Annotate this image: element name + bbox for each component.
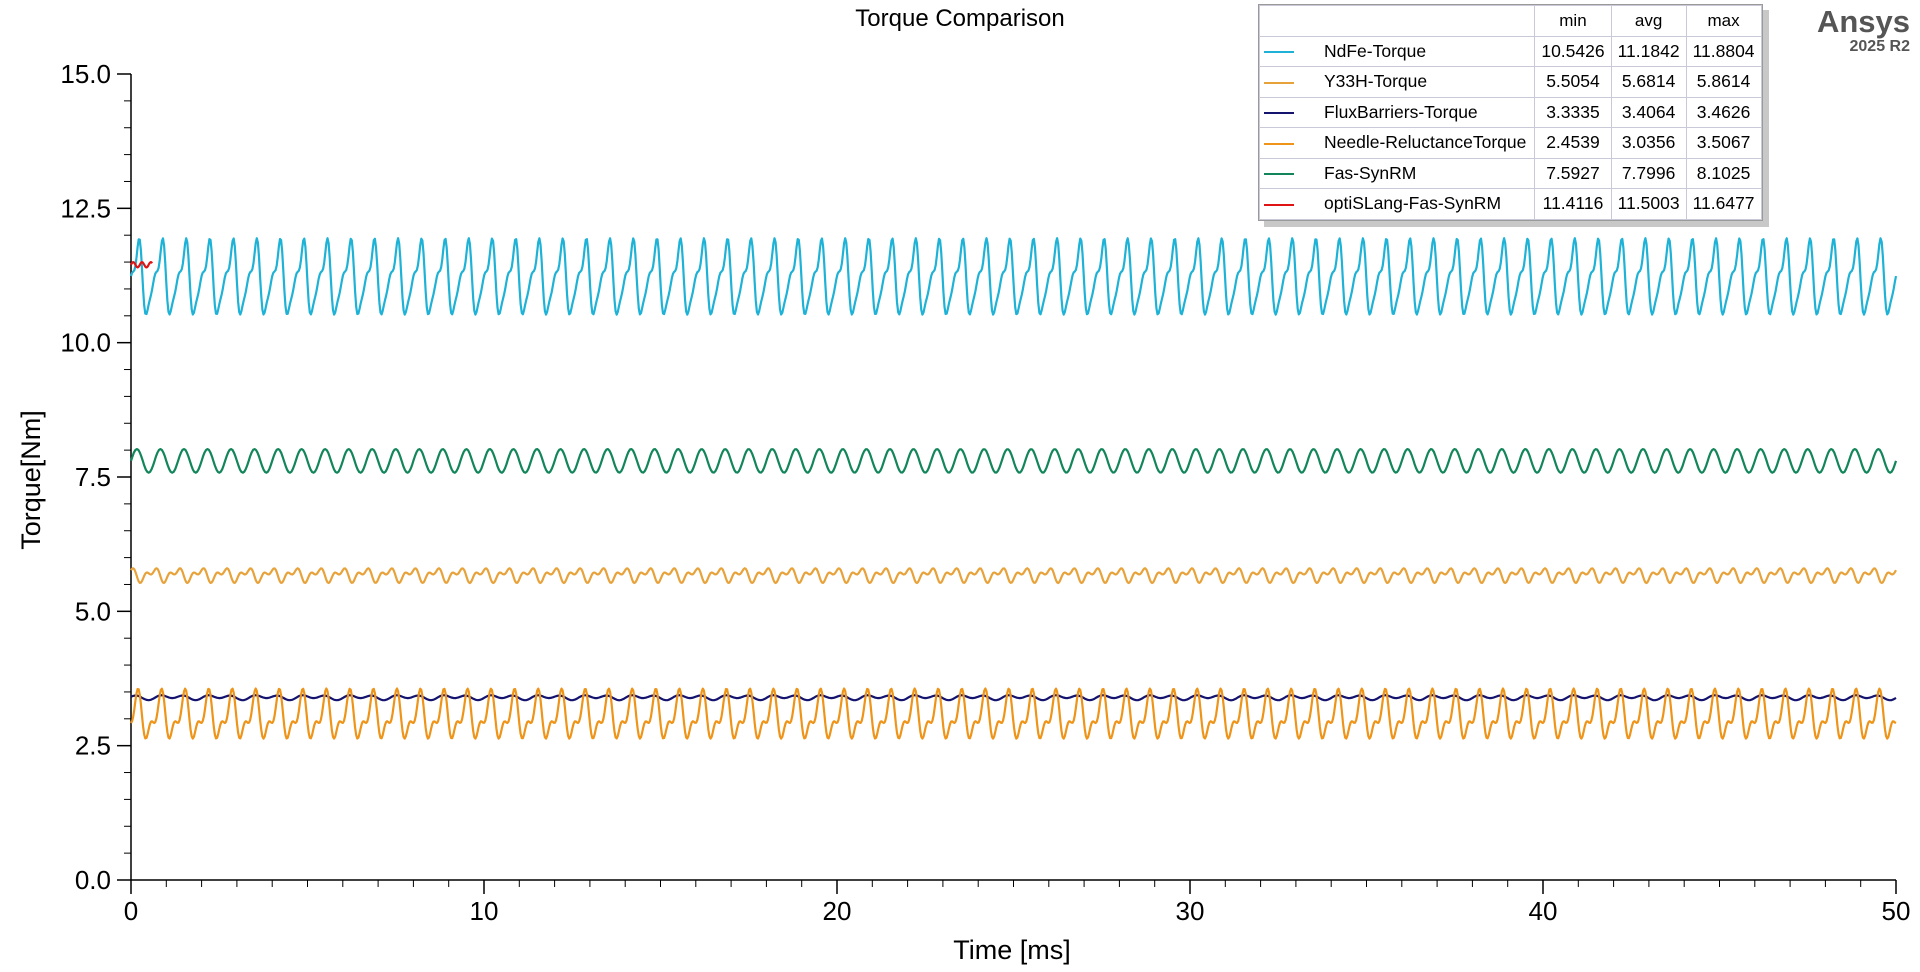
legend-header-min: min	[1534, 5, 1612, 37]
y-tick-label: 15.0	[60, 59, 111, 89]
legend-swatch-cell	[1259, 66, 1322, 98]
legend-row: NdFe-Torque 10.5426 11.1842 11.8804	[1259, 35, 1762, 67]
legend-body: NdFe-Torque 10.5426 11.1842 11.8804 Y33H-Tor…	[1259, 35, 1762, 220]
axes: 0.0 2.5 5.0 7.5 10.0 12.5 15.0 0 10 20 30 40 50	[60, 59, 1910, 926]
legend-row: Y33H-Torque 5.5054 5.6814 5.8614	[1259, 66, 1762, 98]
x-tick-label: 10	[470, 896, 499, 926]
legend-avg: 7.7996	[1610, 157, 1687, 189]
chart-legend: min avg max NdFe-Torque 10.5426 11.1842 11.…	[1258, 4, 1763, 221]
legend-row: Fas-SynRM 7.5927 7.7996 8.1025	[1259, 157, 1762, 189]
legend-min: 2.4539	[1534, 127, 1612, 159]
x-tick-label: 50	[1882, 896, 1911, 926]
legend-header-avg: avg	[1610, 5, 1687, 37]
legend-header-max: max	[1685, 5, 1762, 37]
legend-swatch-line	[1264, 142, 1294, 145]
legend-max: 8.1025	[1685, 157, 1762, 189]
legend-series-name: NdFe-Torque	[1322, 35, 1536, 67]
legend-swatch-cell	[1259, 188, 1322, 220]
legend-header-blank	[1259, 5, 1322, 37]
legend-swatch-line	[1264, 173, 1294, 176]
legend-swatch-cell	[1259, 127, 1322, 159]
y-axis-label: Torque[Nm]	[16, 410, 46, 550]
legend-row: Needle-ReluctanceTorque 2.4539 3.0356 3.506…	[1259, 127, 1762, 159]
y-tick-label: 2.5	[75, 731, 111, 761]
series-group	[129, 237, 1898, 740]
series-line-ndfe-torque	[129, 237, 1898, 316]
legend-swatch-cell	[1259, 35, 1322, 67]
y-tick-label: 10.0	[60, 328, 111, 358]
legend-max: 11.6477	[1685, 188, 1762, 220]
series-line-fas-synrm	[129, 448, 1898, 474]
x-tick-label: 40	[1529, 896, 1558, 926]
y-tick-label: 0.0	[75, 865, 111, 895]
legend-avg: 11.1842	[1610, 35, 1687, 67]
series-line-fluxbarriers-torque	[130, 694, 1897, 702]
legend-header-row: min avg max	[1259, 5, 1762, 37]
y-tick-label: 7.5	[75, 462, 111, 492]
legend-min: 10.5426	[1534, 35, 1612, 67]
legend-swatch-line	[1264, 112, 1294, 115]
legend-max: 3.4626	[1685, 96, 1762, 128]
legend-series-name: Fas-SynRM	[1322, 157, 1536, 189]
legend-row: optiSLang-Fas-SynRM 11.4116 11.5003 11.6477	[1259, 188, 1762, 220]
x-tick-label: 0	[124, 896, 138, 926]
legend-max: 3.5067	[1685, 127, 1762, 159]
legend-swatch-cell	[1259, 157, 1322, 189]
legend-header-name	[1322, 5, 1536, 37]
y-tick-label: 5.0	[75, 596, 111, 626]
legend-avg: 3.4064	[1610, 96, 1687, 128]
x-axis-label: Time [ms]	[953, 935, 1071, 965]
series-line-optislang-fas-synrm	[130, 261, 154, 269]
legend-swatch-line	[1264, 203, 1294, 206]
series-line-y33h-torque	[130, 567, 1897, 585]
legend-series-name: optiSLang-Fas-SynRM	[1322, 188, 1536, 220]
legend-series-name: Needle-ReluctanceTorque	[1322, 127, 1536, 159]
legend-avg: 3.0356	[1610, 127, 1687, 159]
legend-swatch-line	[1264, 51, 1294, 54]
legend-max: 11.8804	[1685, 35, 1762, 67]
legend-min: 7.5927	[1534, 157, 1612, 189]
legend-avg: 11.5003	[1610, 188, 1687, 220]
legend-series-name: Y33H-Torque	[1322, 66, 1536, 98]
x-tick-label: 20	[823, 896, 852, 926]
legend-swatch-cell	[1259, 96, 1322, 128]
legend-min: 11.4116	[1534, 188, 1612, 220]
x-tick-label: 30	[1176, 896, 1205, 926]
legend-table: min avg max NdFe-Torque 10.5426 11.1842 11.…	[1259, 5, 1762, 220]
legend-series-name: FluxBarriers-Torque	[1322, 96, 1536, 128]
legend-min: 5.5054	[1534, 66, 1612, 98]
y-tick-label: 12.5	[60, 193, 111, 223]
legend-row: FluxBarriers-Torque 3.3335 3.4064 3.4626	[1259, 96, 1762, 128]
ansys-logo: Ansys 2025 R2	[1817, 6, 1910, 55]
chart-title: Torque Comparison	[855, 5, 1064, 32]
series-line-needle-reluctancetorque	[130, 687, 1897, 740]
legend-avg: 5.6814	[1610, 66, 1687, 98]
legend-min: 3.3335	[1534, 96, 1612, 128]
brand-name: Ansys	[1816, 4, 1910, 39]
brand-version: 2025 R2	[1849, 38, 1911, 55]
legend-swatch-line	[1264, 81, 1294, 84]
legend-max: 5.8614	[1685, 66, 1762, 98]
